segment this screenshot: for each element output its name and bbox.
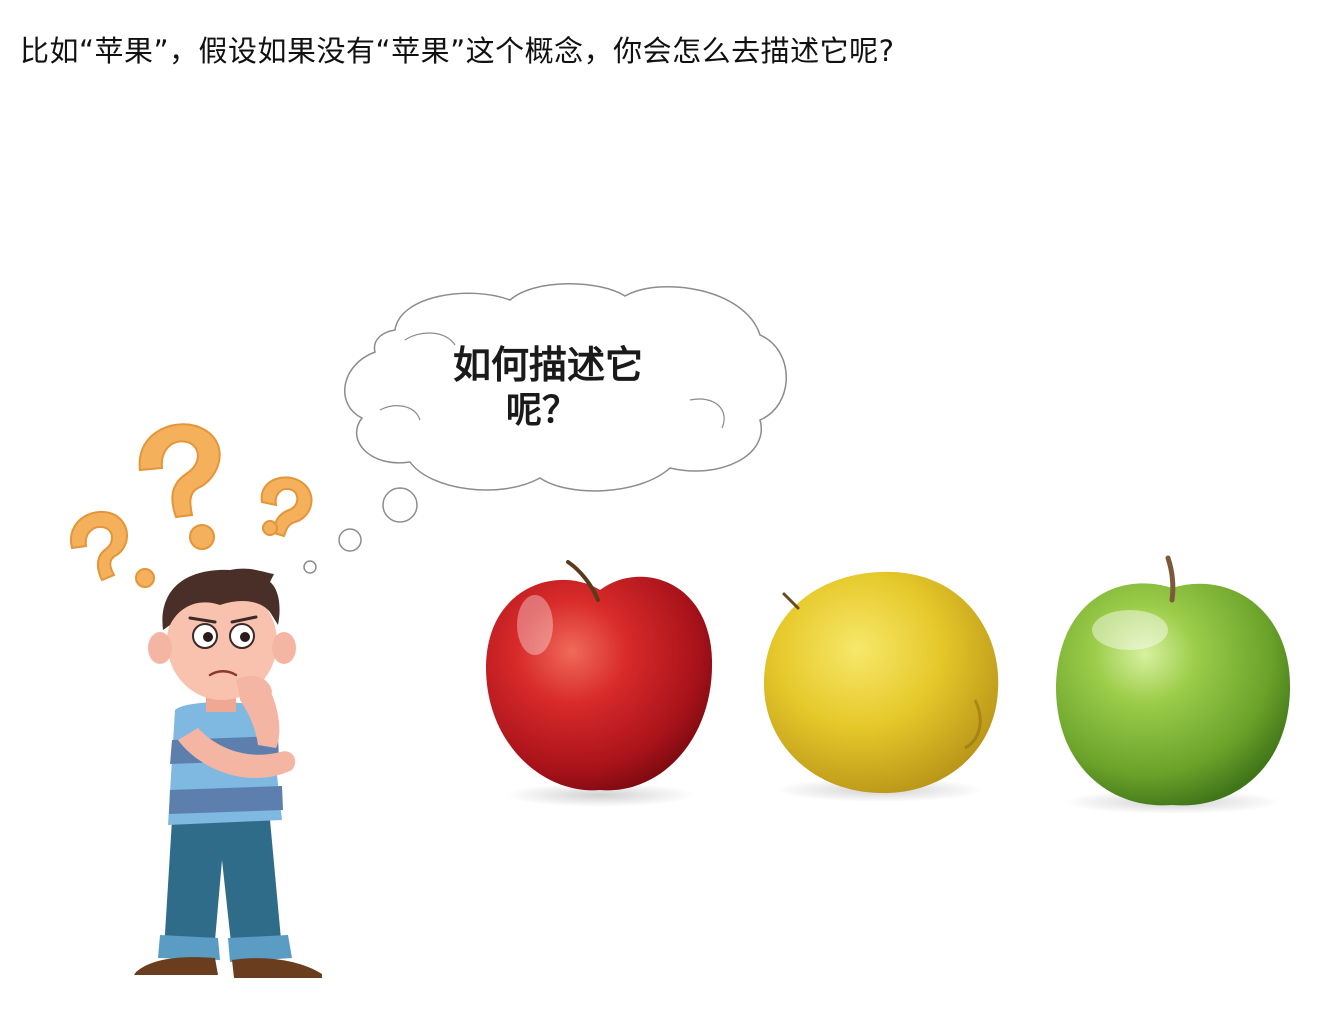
- green-apple: [1055, 555, 1291, 814]
- thought-dot-small: [303, 560, 317, 574]
- boy-arm: [178, 728, 296, 779]
- boy-hair: [162, 568, 280, 630]
- boy-shoe-right: [232, 958, 322, 978]
- thought-dot-medium: [338, 528, 362, 552]
- thought-cloud-shape: [344, 283, 787, 492]
- question-mark-icon: [69, 510, 155, 588]
- question-marks: [69, 423, 313, 588]
- question-mark-icon: [138, 423, 221, 550]
- boy-face: [167, 584, 277, 700]
- boy-shoe-left: [134, 957, 218, 975]
- thinking-boy: [134, 568, 322, 978]
- thought-dot-large: [382, 487, 418, 523]
- bubble-text-line1: 如何描述它: [453, 342, 643, 387]
- question-mark-icon: [260, 476, 313, 538]
- bubble-text-line2: 呢？: [506, 389, 578, 431]
- boy-hand: [236, 676, 272, 704]
- thought-bubble: 如何描述它 呢？: [303, 283, 787, 574]
- page-question: 比如“苹果”，假设如果没有“苹果”这个概念，你会怎么去描述它呢?: [20, 34, 895, 68]
- boy-pants: [164, 820, 282, 952]
- yellow-apple: [763, 571, 999, 802]
- red-apple: [485, 560, 713, 807]
